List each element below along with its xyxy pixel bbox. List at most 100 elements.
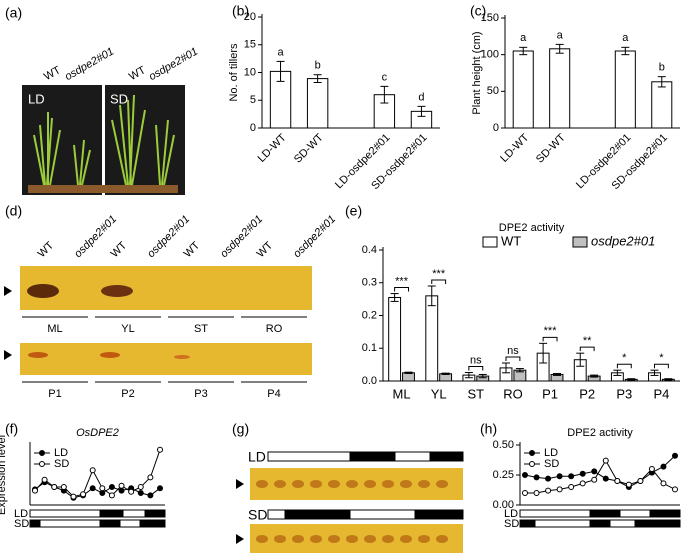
light-bar (519, 509, 681, 528)
photo (105, 85, 185, 195)
significance-bracket (505, 356, 521, 361)
chart-title: OsDPE2 (76, 427, 119, 439)
bar (425, 295, 439, 382)
x-tick-label: LD-WT (498, 131, 531, 164)
point (625, 481, 632, 488)
point (556, 473, 563, 480)
x-tick-label: P2 (579, 386, 595, 401)
photo-label: SD (110, 91, 128, 106)
legend-swatch (572, 236, 588, 248)
legend-swatch (482, 236, 498, 248)
point (51, 484, 58, 490)
column-label: WT (42, 64, 63, 83)
arrow (236, 479, 244, 489)
point (591, 476, 598, 483)
point (128, 488, 135, 495)
point (568, 473, 575, 480)
y-tick-label: 0.3 (362, 277, 377, 289)
gel-band (100, 352, 120, 358)
letter-label: b (659, 62, 665, 74)
point (89, 467, 96, 474)
plants (33, 94, 175, 186)
y-axis-label: Expression level (0, 435, 8, 515)
legend-label: osdpe2#01 (591, 233, 655, 248)
point (545, 487, 552, 494)
point (602, 457, 609, 464)
panel-label: (f) (5, 421, 18, 437)
y-tick-label: 0 (493, 122, 499, 134)
row-label: LD (504, 508, 518, 520)
significance-label: * (622, 352, 627, 364)
point (137, 484, 144, 490)
panel-label: (g) (232, 421, 249, 437)
x-tick-label: P4 (653, 386, 669, 401)
y-tick-label: 100 (481, 49, 499, 61)
letter-label: b (315, 60, 321, 72)
legend-marker (529, 450, 535, 456)
light-bar (267, 509, 464, 520)
tissue-label: P1 (48, 388, 61, 400)
x-tick-label: YL (431, 386, 447, 401)
tissue-label: ML (47, 323, 62, 335)
y-tick-label: 150 (481, 12, 499, 24)
legend-marker (39, 450, 45, 456)
point (579, 480, 586, 487)
point (118, 482, 125, 489)
y-tick-label: 0.4 (362, 244, 377, 256)
significance-bracket (616, 363, 632, 369)
x-tick-label: SD-WT (292, 131, 326, 165)
gel-band (28, 352, 48, 358)
bar (512, 50, 534, 129)
y-tick-label: 0.2 (362, 309, 377, 321)
point (533, 474, 540, 481)
y-tick-label: 0.25 (493, 469, 514, 481)
letter-label: a (520, 32, 527, 44)
legend-marker (39, 461, 45, 467)
legend-label: WT (501, 233, 521, 248)
legend-marker (529, 461, 535, 467)
letter-label: d (418, 91, 424, 103)
pot (28, 185, 178, 193)
y-tick-label: 10 (244, 66, 256, 78)
legend-label: LD (54, 447, 68, 459)
arrow (4, 350, 12, 360)
column-label: WT (255, 239, 276, 260)
letter-label: a (622, 32, 629, 44)
point (533, 490, 540, 496)
gel (20, 266, 312, 310)
chart-title: DPE2 activity (567, 427, 633, 439)
gel-bands (256, 480, 448, 543)
y-tick-label: 0.50 (493, 439, 514, 451)
panel-label: (e) (345, 203, 362, 219)
x-tick-label: P1 (542, 386, 558, 401)
point (108, 484, 115, 490)
column-label: WT (127, 64, 148, 83)
point (522, 490, 528, 496)
chart-title: DPE2 activity (499, 222, 565, 234)
column-label: WT (182, 239, 203, 260)
column-label: osdpe2#01 (147, 45, 200, 83)
bar (549, 48, 571, 129)
point (672, 486, 678, 493)
point (545, 475, 552, 482)
significance-label: ns (470, 354, 482, 366)
gel-band (101, 285, 133, 297)
point (137, 490, 144, 496)
point (614, 478, 621, 484)
arrow (236, 534, 244, 544)
row-label: LD (14, 508, 28, 520)
point (147, 474, 154, 481)
point (89, 485, 96, 492)
point (60, 484, 67, 490)
point (672, 452, 678, 459)
light-bar (29, 509, 166, 528)
y-tick-label: 15 (244, 39, 256, 51)
panel-label: (d) (5, 203, 22, 219)
panel-label: (c) (470, 3, 486, 19)
significance-label: *** (544, 325, 558, 337)
significance-bracket (468, 365, 484, 371)
y-tick-label: 20 (244, 11, 256, 23)
photo-label: LD (28, 91, 45, 106)
point (41, 476, 48, 483)
bar (651, 81, 673, 129)
